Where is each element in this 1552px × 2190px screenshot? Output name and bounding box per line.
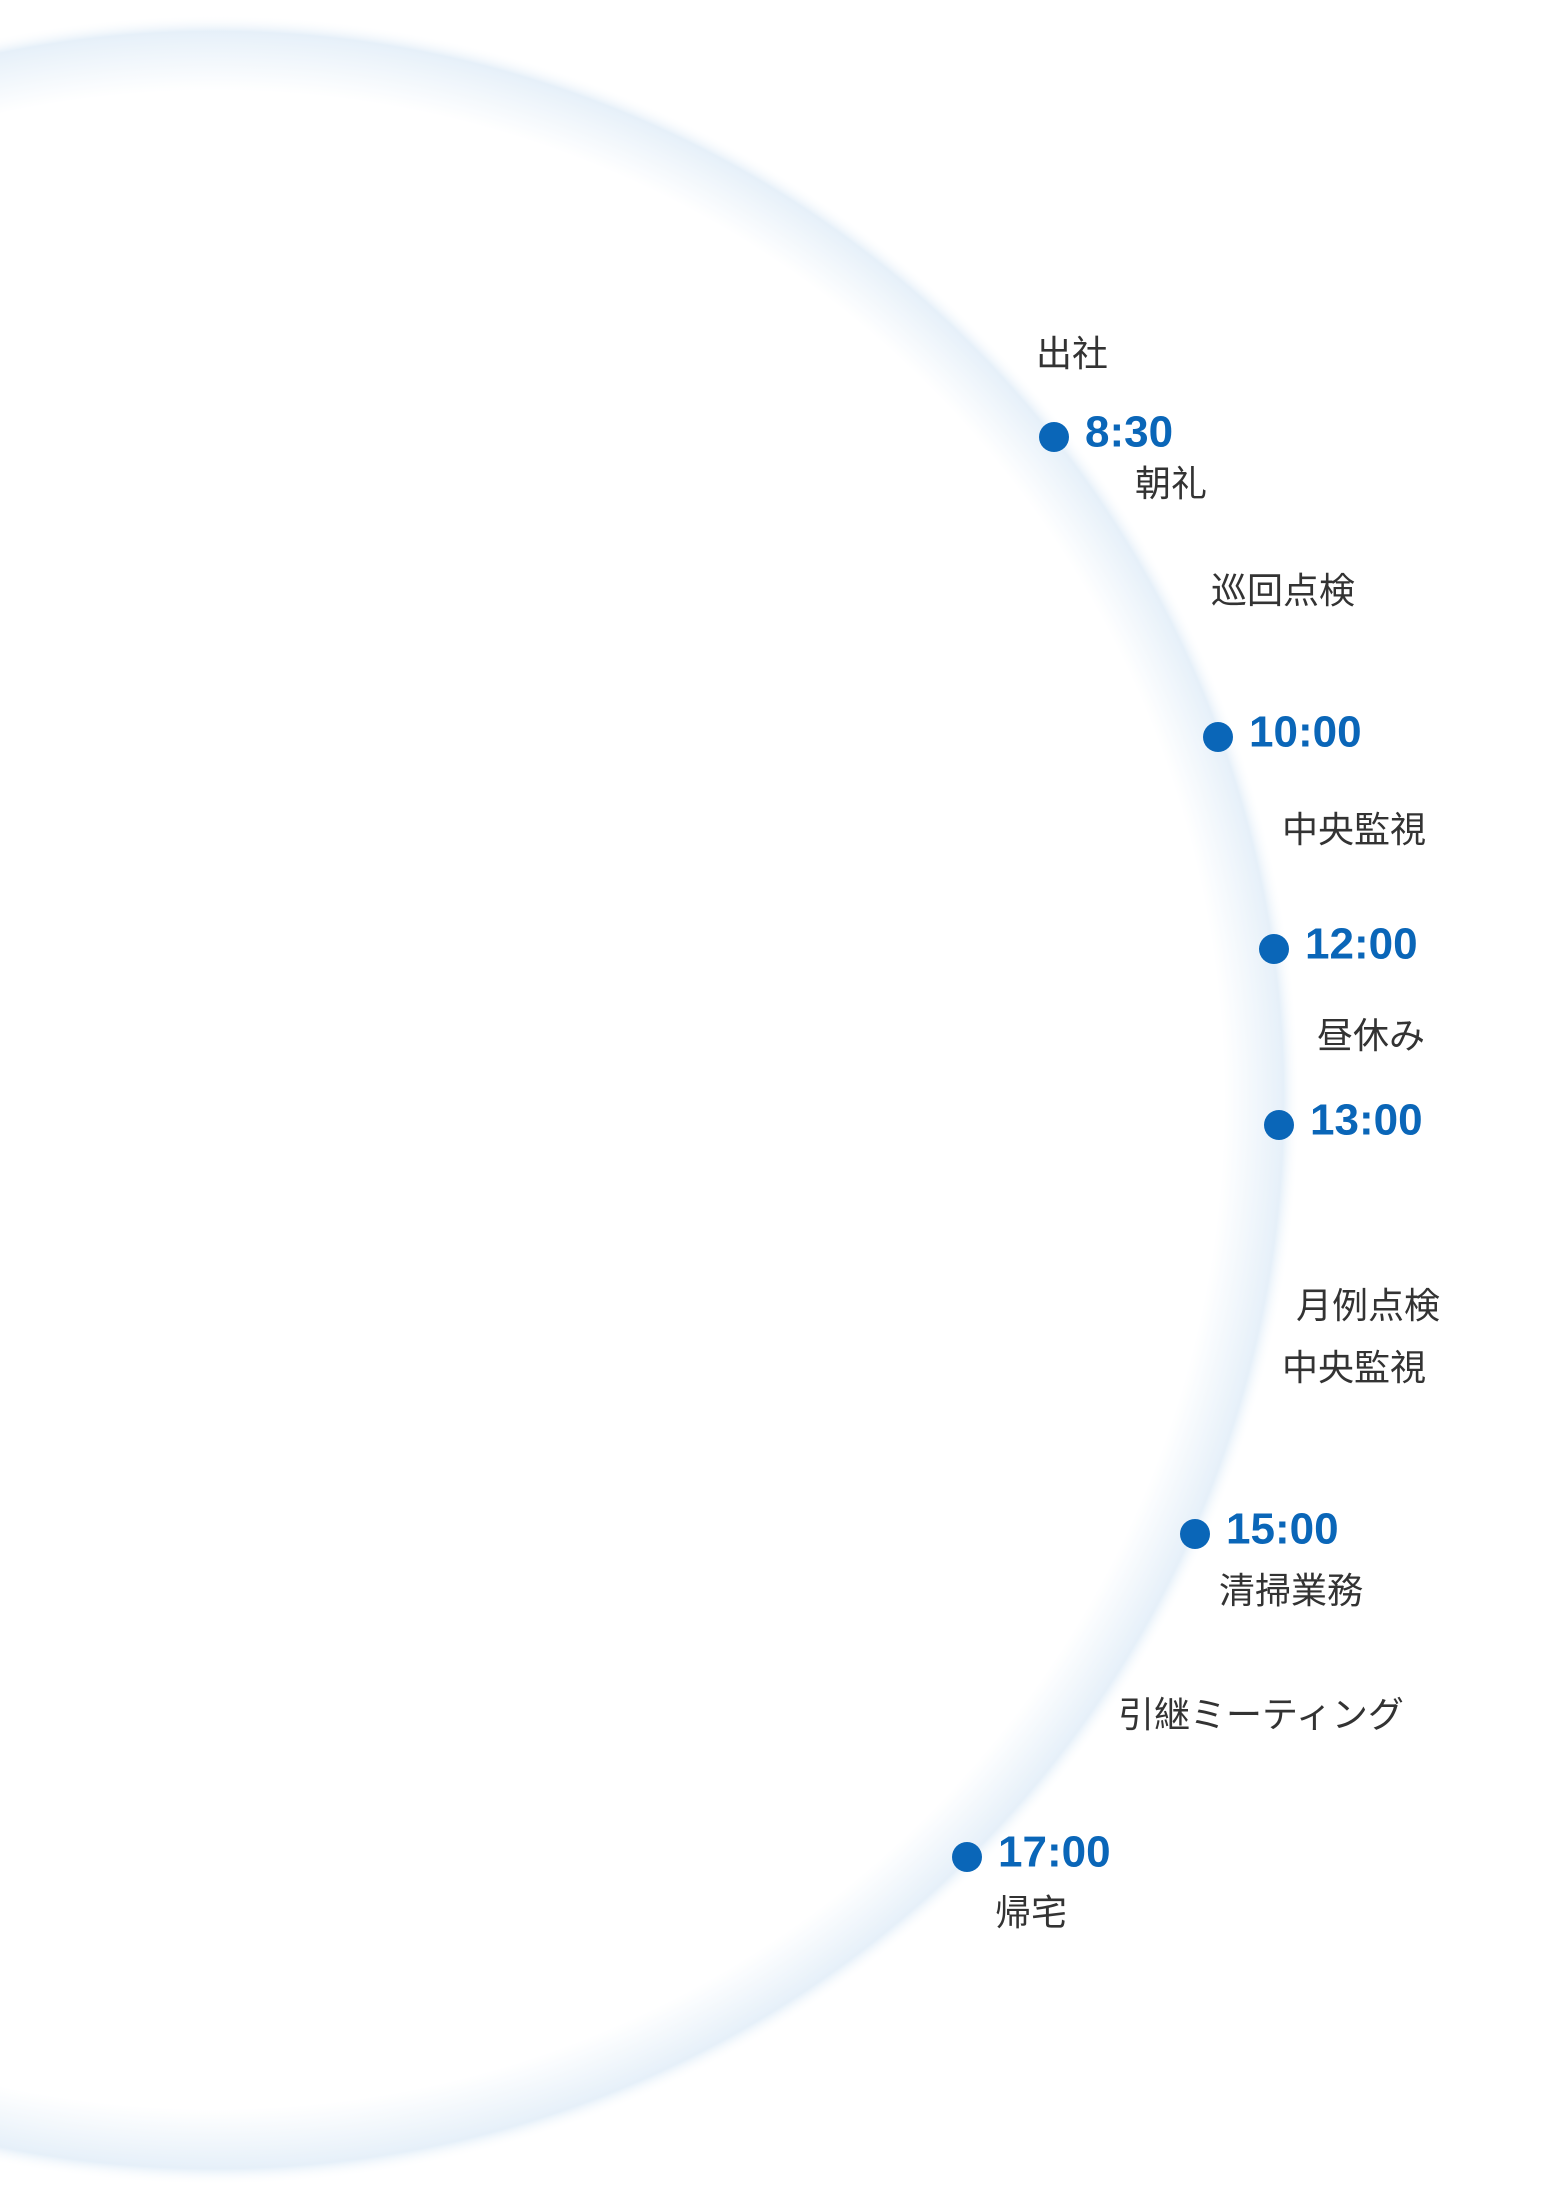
time-label: 8:30 [1085, 408, 1173, 457]
activity-label: 中央監視 [1282, 810, 1426, 851]
activity-label: 出社 [1036, 334, 1108, 375]
time-dot [1259, 934, 1289, 964]
activity-label: 引継ミーティング [1118, 1695, 1404, 1736]
time-dot [1264, 1110, 1294, 1140]
time-label: 17:00 [998, 1828, 1111, 1877]
activity-label: 昼休み [1317, 1016, 1425, 1057]
activity-label: 朝礼 [1135, 464, 1207, 505]
activity-label: 清掃業務 [1219, 1571, 1363, 1612]
time-dot [1203, 722, 1233, 752]
timeline: 8:30 10:00 12:00 13:00 15:00 17:00 出社朝礼巡回点検中央監… [952, 334, 1440, 1934]
activity-label: 帰宅 [995, 1893, 1067, 1934]
time-label: 13:00 [1310, 1096, 1423, 1145]
time-label: 12:00 [1305, 920, 1418, 969]
time-dot [952, 1842, 982, 1872]
time-label: 15:00 [1226, 1505, 1339, 1554]
activity-label: 中央監視 [1282, 1348, 1426, 1389]
time-label: 10:00 [1249, 708, 1362, 757]
activity-label: 月例点検 [1296, 1286, 1440, 1327]
time-dot [1180, 1519, 1210, 1549]
time-dot [1039, 422, 1069, 452]
activity-label: 巡回点検 [1211, 571, 1355, 612]
arc-background [0, 15, 1300, 2185]
